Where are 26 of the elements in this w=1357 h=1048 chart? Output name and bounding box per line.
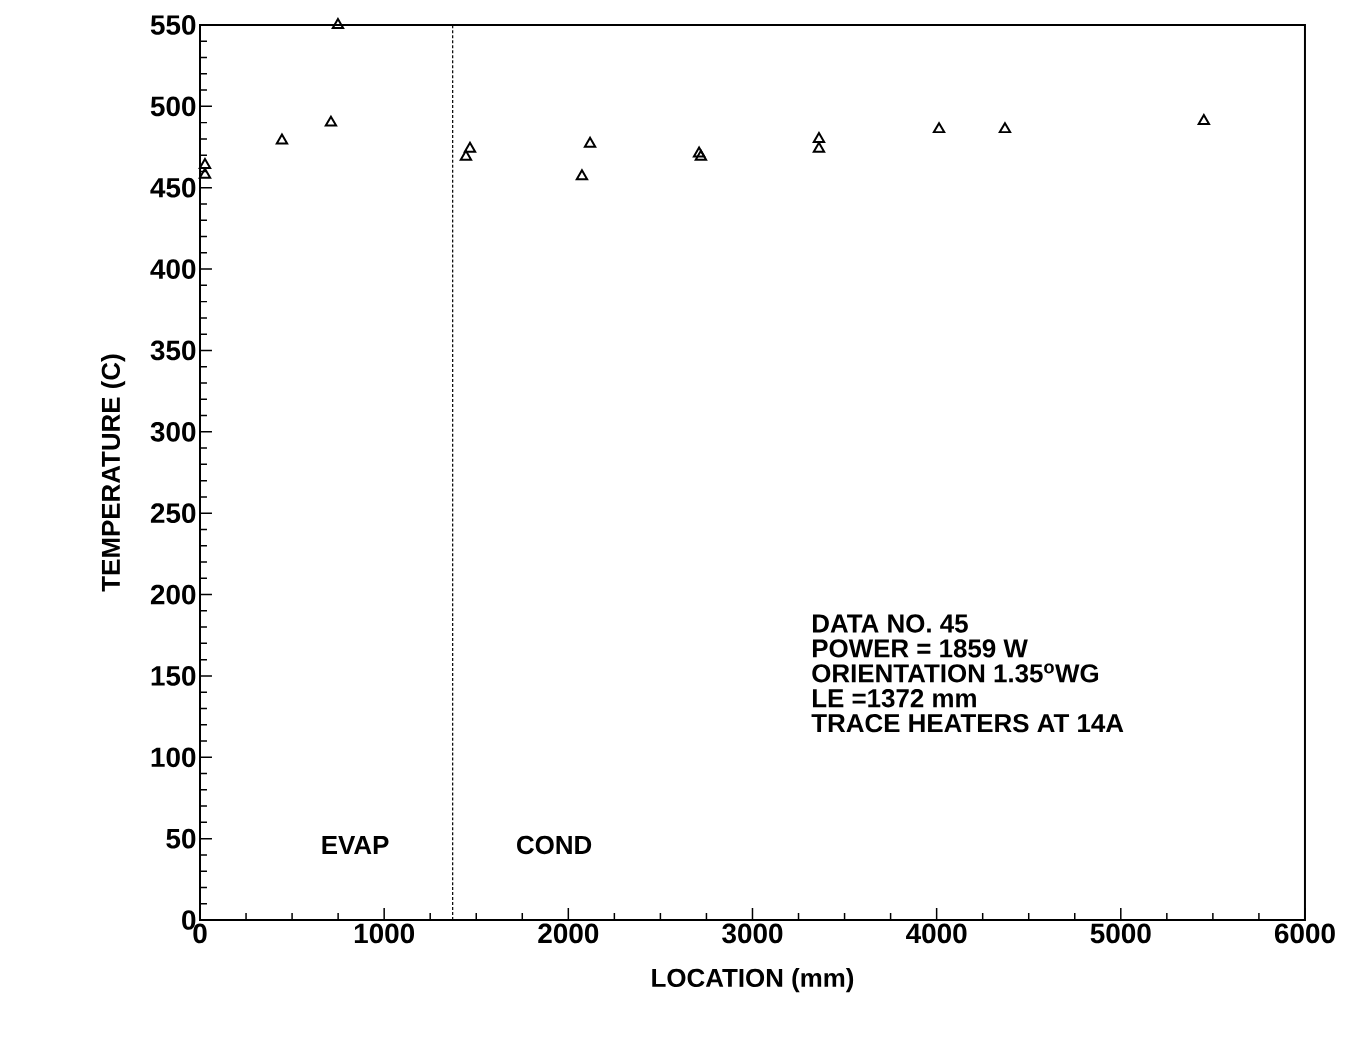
y-tick-label: 550 <box>150 15 196 35</box>
y-tick-label: 150 <box>151 666 196 686</box>
x-tick-label: 5000 <box>1090 923 1151 944</box>
x-tick-label: 1000 <box>354 923 415 944</box>
y-tick-label: 500 <box>150 96 196 117</box>
x-axis-title: LOCATION (mm) <box>652 968 854 993</box>
y-tick-label: 300 <box>150 421 196 442</box>
annotation: DATA NO. 45 <box>812 614 968 633</box>
x-tick-label: 2000 <box>538 923 599 944</box>
y-tick-label: 200 <box>150 584 196 605</box>
y-tick-label: 250 <box>150 503 196 524</box>
annotation: ORIENTATION 1.35$^{o}$WG <box>812 663 1099 683</box>
annotation: POWER = 1859 W <box>812 639 1028 658</box>
annotation: COND <box>517 835 592 855</box>
y-tick-label: 100 <box>151 747 196 768</box>
x-tick-label: 4000 <box>906 923 967 944</box>
y-axis-title: TEMPERATURE (C) <box>101 354 126 592</box>
annotation: TRACE HEATERS AT 14A <box>811 713 1124 733</box>
x-tick-label: 3000 <box>722 923 783 944</box>
y-tick-label: 450 <box>150 177 196 198</box>
x-tick-label: 6000 <box>1274 923 1335 944</box>
annotation: LE =1372 mm <box>812 689 976 708</box>
y-tick-label: 350 <box>150 340 196 361</box>
y-tick-label: 50 <box>166 828 196 849</box>
y-tick-label: 400 <box>150 259 196 279</box>
annotation: EVAP <box>322 836 389 854</box>
